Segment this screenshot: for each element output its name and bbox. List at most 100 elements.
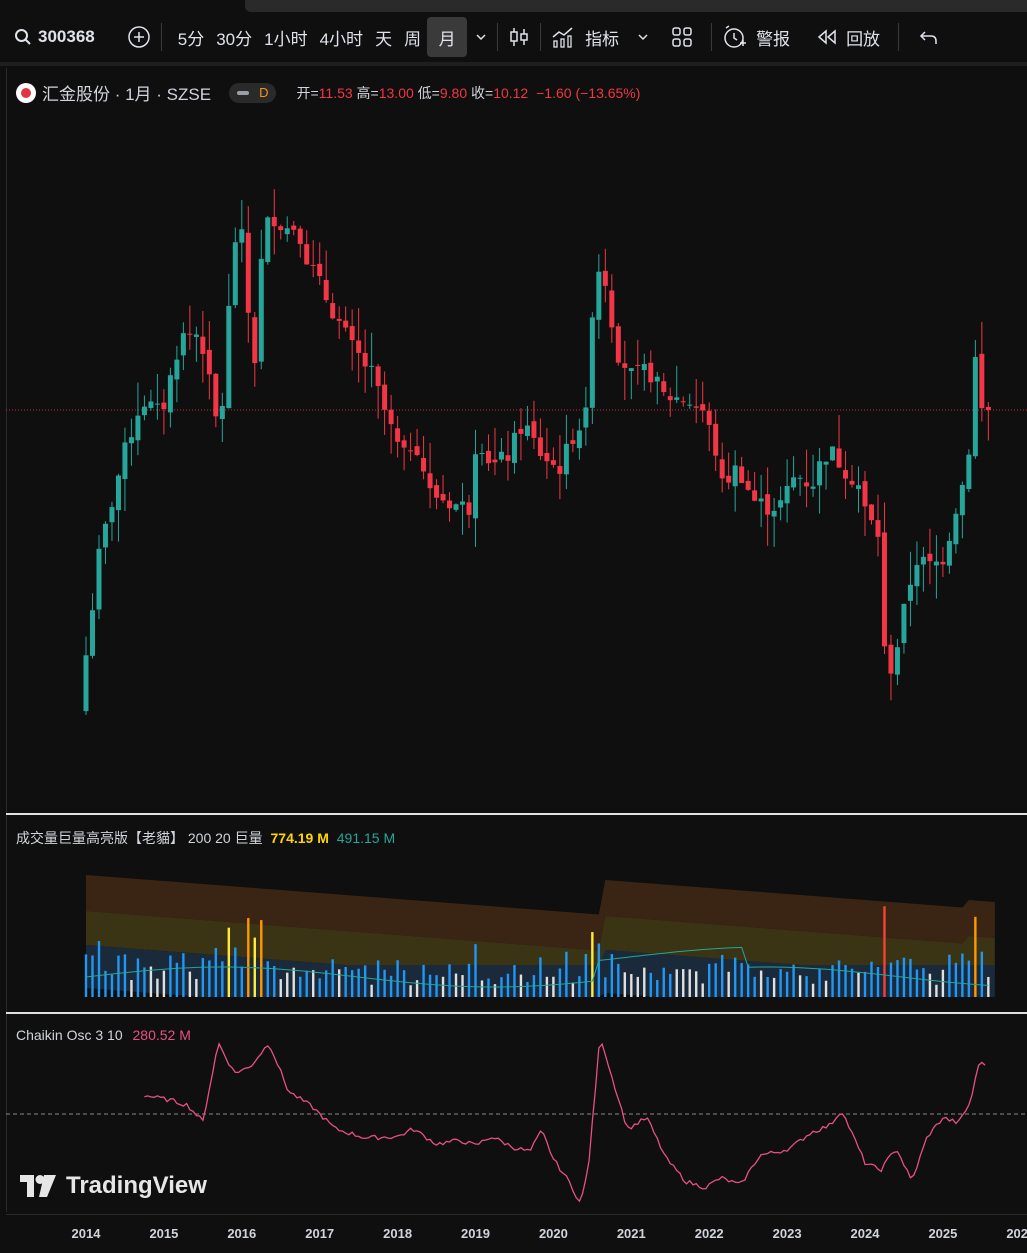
price-chart[interactable] — [0, 68, 1027, 814]
candle-body — [349, 326, 355, 341]
time-axis[interactable]: 2014 2015 2016 2017 2018 2019 2020 2021 2022 2023… — [6, 1214, 1027, 1253]
interval-dropdown[interactable] — [475, 17, 487, 57]
volume-indicator-name[interactable]: 成交量巨量高亮版【老貓】 200 20 巨量 — [16, 830, 263, 846]
candle-up — [265, 216, 271, 265]
candle-up — [479, 443, 485, 466]
interval-4h[interactable]: 4小时 — [319, 29, 364, 49]
volume-bar — [292, 967, 295, 997]
candle-up — [473, 429, 478, 547]
alerts-button[interactable]: 警报 — [722, 17, 790, 57]
candle-down — [375, 363, 381, 419]
chaikin-name[interactable]: Chaikin Osc 3 10 — [16, 1027, 123, 1043]
volume-bar — [863, 971, 867, 997]
tradingview-watermark[interactable]: TradingView — [20, 1172, 207, 1200]
candle-body — [713, 423, 719, 456]
grid-layout-icon — [672, 27, 692, 47]
candle-down — [362, 329, 368, 393]
interval-week[interactable]: 周 — [404, 29, 422, 49]
candle-body — [797, 477, 803, 479]
candle-body — [382, 384, 388, 410]
interval-1h[interactable]: 1小时 — [264, 29, 308, 49]
candle-body — [330, 303, 336, 319]
candle-up — [732, 450, 738, 512]
volume-chart[interactable] — [0, 815, 1027, 1012]
candle-down — [518, 408, 524, 461]
volume-bar — [279, 979, 282, 997]
volume-bar — [363, 965, 367, 997]
candle-body — [109, 507, 115, 523]
candle-down — [680, 396, 686, 407]
candle-down — [985, 401, 991, 441]
volume-bar — [396, 960, 399, 997]
replay-button[interactable]: 回放 — [816, 17, 880, 57]
candle-up — [226, 273, 232, 409]
candle-up — [174, 345, 180, 403]
candle-down — [161, 389, 167, 435]
data-status-badge[interactable]: D — [229, 82, 277, 103]
candle-down — [206, 321, 212, 400]
volume-bar — [409, 985, 412, 997]
pane-divider[interactable] — [6, 813, 1027, 815]
candle-up — [589, 312, 595, 425]
candle-body — [979, 353, 985, 409]
candle-body — [868, 504, 874, 521]
candle-body — [537, 437, 543, 457]
candle-down — [557, 435, 563, 500]
candle-up — [102, 521, 108, 565]
candle-up — [914, 541, 920, 605]
indicators-button[interactable]: 指标 — [551, 17, 619, 57]
candle-body — [278, 226, 284, 231]
volume-bar — [376, 960, 380, 997]
volume-bar — [656, 979, 659, 997]
chaikin-line — [144, 1042, 986, 1203]
volume-bar — [662, 967, 665, 997]
candle-down — [765, 467, 771, 546]
candle-down — [804, 449, 810, 508]
volume-bar — [305, 970, 308, 997]
interval-5m[interactable]: 5分 — [177, 29, 205, 49]
candle-body — [505, 455, 511, 461]
volume-bar — [519, 974, 523, 997]
volume-bar — [331, 959, 334, 997]
candles-icon — [510, 28, 528, 46]
candle-down — [356, 308, 362, 383]
candle-body — [102, 523, 108, 548]
volume-bar — [772, 977, 776, 997]
undo-button[interactable] — [919, 17, 939, 57]
candle-down — [635, 339, 641, 385]
candle-body — [628, 368, 634, 371]
volume-bar — [480, 980, 484, 997]
series-title[interactable]: 汇金股份 · 1月 · SZSE — [42, 85, 212, 104]
candle-body — [778, 500, 784, 508]
indicator-templates-dropdown[interactable] — [637, 17, 649, 57]
candle-body — [427, 473, 433, 489]
candle-up — [797, 474, 803, 496]
candle-body — [972, 357, 978, 457]
volume-bar — [195, 978, 198, 997]
layout-button[interactable] — [671, 17, 693, 57]
candle-up — [96, 535, 102, 619]
candle-up — [654, 371, 660, 405]
candle-down — [700, 381, 706, 423]
candle-up — [778, 486, 784, 521]
candle-body — [544, 452, 550, 462]
candle-down — [382, 371, 388, 435]
volume-bar — [344, 966, 347, 997]
pane-divider[interactable] — [6, 1012, 1027, 1014]
candle-up — [154, 373, 160, 420]
interval-month[interactable]: 月 — [427, 17, 468, 57]
candle-body — [466, 502, 472, 515]
interval-day[interactable]: 天 — [375, 29, 393, 49]
interval-30m[interactable]: 30分 — [216, 29, 253, 49]
chaikin-oscillator-chart[interactable] — [0, 1014, 1027, 1214]
candle-body — [758, 498, 764, 502]
rewind-icon — [817, 29, 836, 45]
compare-symbol-button[interactable] — [127, 17, 151, 57]
symbol-search[interactable]: 300368 — [14, 17, 95, 57]
candle-down — [875, 494, 881, 557]
volume-bar — [617, 963, 620, 997]
candle-body — [304, 244, 310, 265]
chart-type-button[interactable] — [508, 17, 530, 57]
volume-bar — [383, 969, 386, 997]
candle-body — [167, 375, 173, 413]
